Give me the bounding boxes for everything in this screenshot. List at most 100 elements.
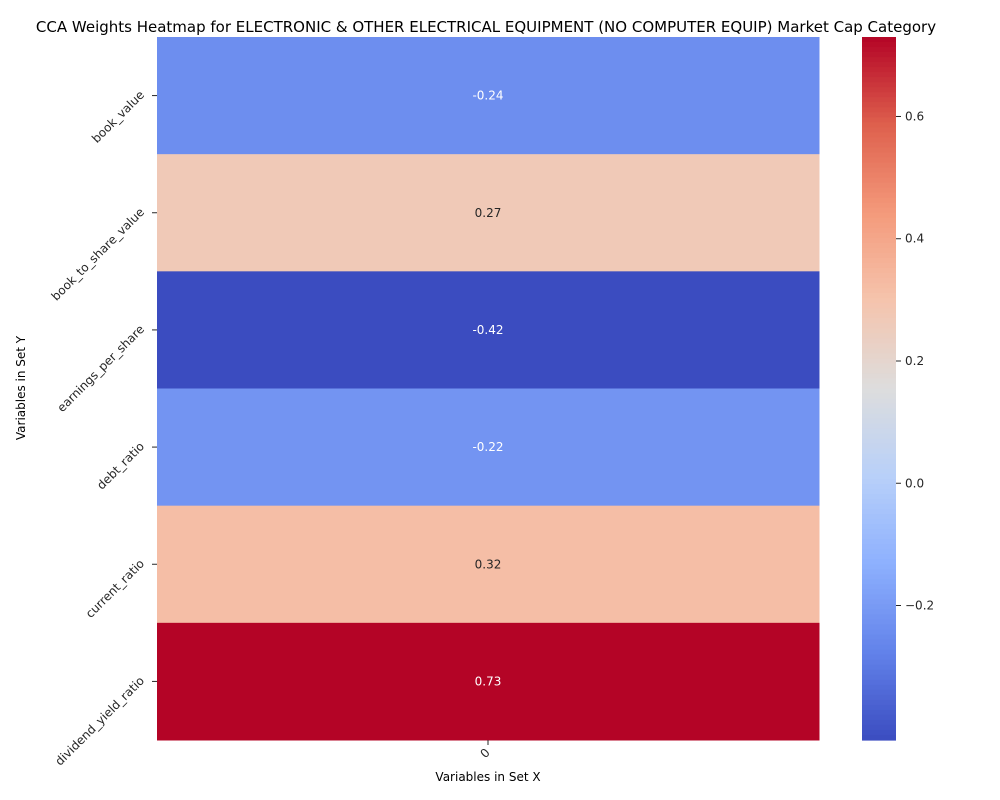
- colorbar-segment: [862, 102, 896, 108]
- heatmap-cell: [157, 154, 820, 272]
- colorbar-segment: [862, 172, 896, 179]
- colorbar-segment: [862, 714, 896, 721]
- colorbar-segment: [862, 438, 896, 445]
- colorbar-segment: [862, 559, 896, 565]
- colorbar-segment: [862, 227, 896, 234]
- colorbar-segment: [862, 609, 896, 616]
- colorbar-segment: [862, 423, 896, 430]
- colorbar-segment: [862, 388, 896, 395]
- colorbar-segment: [862, 539, 896, 545]
- heatmap-cell: [157, 37, 820, 155]
- colorbar-segment: [862, 197, 896, 204]
- colorbar-segment: [862, 267, 896, 274]
- colorbar-segment: [862, 288, 896, 294]
- colorbar-segment: [862, 639, 896, 646]
- colorbar-segment: [862, 152, 896, 159]
- heatmap-cell: [157, 388, 820, 507]
- colorbar-segment: [862, 614, 896, 621]
- colorbar-segment: [862, 137, 896, 144]
- colorbar-segment: [862, 378, 896, 385]
- colorbar-segment: [862, 257, 896, 264]
- colorbar-segment: [862, 117, 896, 123]
- colorbar-segment: [862, 348, 896, 354]
- colorbar-tick-label: −0.2: [905, 599, 934, 613]
- colorbar-segment: [862, 343, 896, 349]
- colorbar-segment: [862, 408, 896, 415]
- colorbar-segment: [862, 503, 896, 510]
- colorbar-segment: [862, 333, 896, 339]
- colorbar-segment: [862, 383, 896, 390]
- cell-value-label: -0.22: [472, 440, 503, 454]
- cell-value-label: 0.27: [475, 206, 502, 220]
- colorbar-segment: [862, 112, 896, 118]
- colorbar-segment: [862, 77, 896, 83]
- y-tick-label: earnings_per_share: [54, 322, 147, 415]
- cell-value-label: 0.73: [475, 674, 502, 688]
- colorbar-segment: [862, 87, 896, 93]
- colorbar-segment: [862, 729, 896, 736]
- colorbar-segment: [862, 669, 896, 676]
- colorbar-segment: [862, 338, 896, 344]
- colorbar-segment: [862, 283, 896, 289]
- colorbar-segment: [862, 674, 896, 681]
- colorbar-segment: [862, 293, 896, 299]
- colorbar-segment: [862, 488, 896, 495]
- colorbar-segment: [862, 262, 896, 269]
- y-tick-label: debt_ratio: [94, 439, 147, 492]
- colorbar-segment: [862, 594, 896, 600]
- colorbar-segment: [862, 328, 896, 334]
- heatmap-cells: -0.24 0.27 -0.42 -0.22 0.32 0.73: [157, 37, 820, 741]
- colorbar-segment: [862, 278, 896, 284]
- colorbar-segment: [862, 212, 896, 219]
- colorbar-segment: [862, 127, 896, 134]
- colorbar-segment: [862, 167, 896, 174]
- colorbar-segment: [862, 549, 896, 555]
- colorbar-segment: [862, 72, 896, 78]
- colorbar-tick-label: 0.0: [905, 476, 924, 490]
- colorbar-segment: [862, 599, 896, 606]
- colorbar-segment: [862, 428, 896, 435]
- colorbar-segment: [862, 509, 896, 515]
- colorbar-segment: [862, 584, 896, 590]
- colorbar-segment: [862, 363, 896, 370]
- colorbar-segment: [862, 313, 896, 319]
- colorbar-segment: [862, 157, 896, 164]
- colorbar-segment: [862, 52, 896, 58]
- colorbar-segment: [862, 569, 896, 575]
- colorbar-segment: [862, 177, 896, 184]
- colorbar-tick-label: 0.4: [905, 232, 924, 246]
- y-tick-label: dividend_yield_ratio: [52, 674, 147, 769]
- colorbar-segment: [862, 524, 896, 530]
- colorbar-segment: [862, 478, 896, 485]
- colorbar-segment: [862, 353, 896, 359]
- colorbar-segment: [862, 699, 896, 706]
- colorbar-segment: [862, 182, 896, 189]
- colorbar-segment: [862, 704, 896, 711]
- colorbar-segment: [862, 644, 896, 651]
- colorbar-segment: [862, 247, 896, 254]
- colorbar-segment: [862, 554, 896, 560]
- colorbar-segment: [862, 634, 896, 641]
- colorbar-segment: [862, 132, 896, 139]
- colorbar-segment: [862, 122, 896, 128]
- colorbar-segment: [862, 679, 896, 686]
- colorbar-segment: [862, 222, 896, 229]
- colorbar-segment: [862, 107, 896, 113]
- colorbar-segment: [862, 162, 896, 169]
- colorbar: −0.2 0.0 0.2 0.4 0.6: [862, 37, 934, 741]
- colorbar-segment: [862, 298, 896, 304]
- colorbar-segment: [862, 62, 896, 68]
- cell-value-label: 0.32: [475, 557, 502, 571]
- colorbar-segment: [862, 308, 896, 314]
- colorbar-segment: [862, 574, 896, 580]
- colorbar-segment: [862, 373, 896, 380]
- colorbar-segment: [862, 624, 896, 631]
- colorbar-segment: [862, 619, 896, 626]
- heatmap-cell: [157, 622, 820, 741]
- colorbar-segment: [862, 252, 896, 259]
- colorbar-segment: [862, 589, 896, 595]
- colorbar-segment: [862, 564, 896, 570]
- colorbar-segment: [862, 689, 896, 696]
- colorbar-segment: [862, 192, 896, 199]
- cell-value-label: -0.42: [472, 323, 503, 337]
